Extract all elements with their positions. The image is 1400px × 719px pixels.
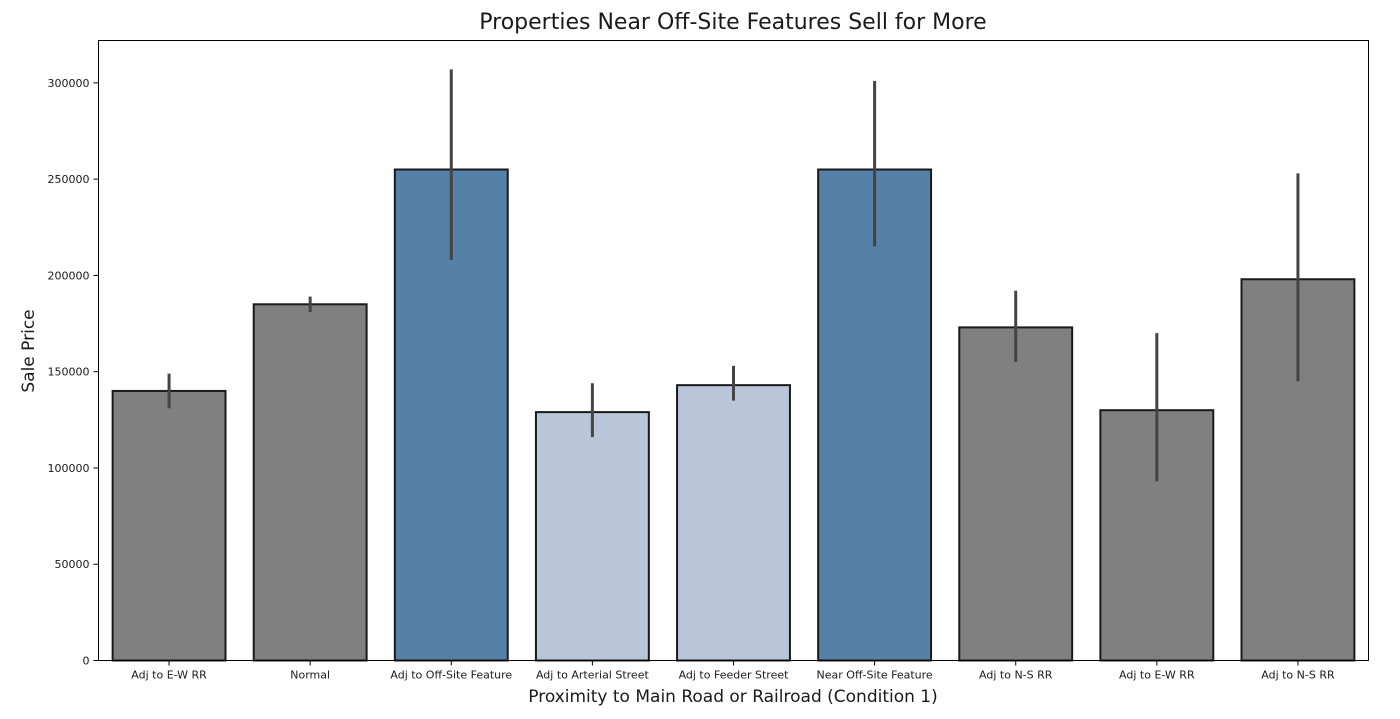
bar-4 — [676, 384, 791, 662]
bar-6 — [958, 326, 1074, 662]
bar-5 — [817, 168, 933, 662]
x-tick-label-8: Adj to N-S RR — [1261, 669, 1335, 682]
y-tick-label-6: 300000 — [48, 77, 90, 90]
plot-frame — [98, 40, 1369, 661]
x-axis: Adj to E-W RR Normal Adj to Off-Site Featu… — [131, 660, 1335, 682]
y-tick-label-4: 200000 — [48, 269, 90, 282]
y-tick-label-0: 0 — [83, 655, 90, 668]
x-tick-label-3: Adj to Arterial Street — [536, 669, 650, 682]
bar-0 — [111, 389, 227, 662]
chart-title: Properties Near Off-Site Features Sell f… — [479, 10, 986, 35]
x-tick-label-2: Adj to Off-Site Feature — [390, 669, 512, 682]
y-tick-label-3: 150000 — [48, 366, 90, 379]
x-tick-label-4: Adj to Feeder Street — [679, 669, 790, 682]
y-tick-label-5: 250000 — [48, 173, 90, 186]
bars-layer — [111, 168, 1356, 662]
bar-3 — [534, 411, 650, 662]
bar-1 — [252, 303, 368, 662]
y-tick-label-1: 50000 — [55, 558, 90, 571]
x-tick-label-6: Adj to N-S RR — [979, 669, 1053, 682]
x-axis-label: Proximity to Main Road or Railroad (Cond… — [528, 687, 938, 707]
x-tick-label-0: Adj to E-W RR — [131, 669, 207, 682]
y-tick-label-2: 100000 — [48, 462, 90, 475]
x-tick-label-1: Normal — [290, 669, 330, 682]
error-bars-layer — [167, 69, 1300, 482]
y-axis-label: Sale Price — [19, 309, 39, 392]
x-tick-label-5: Near Off-Site Feature — [817, 669, 933, 682]
x-tick-label-7: Adj to E-W RR — [1119, 669, 1195, 682]
y-axis: 0 50000 100000 150000 200000 250000 300000 — [48, 77, 99, 668]
